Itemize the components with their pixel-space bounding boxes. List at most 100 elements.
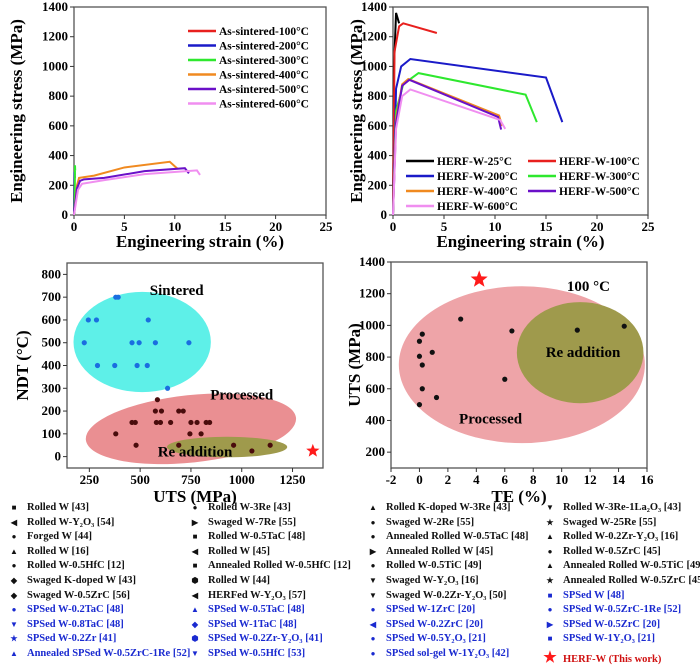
legend-label: HERF-W-500°C <box>559 186 640 198</box>
legend-entry: ▼ SPSed W-0.5HfC [53] <box>188 648 305 659</box>
legend-entry-label: Annealed Rolled W-0.5TaC [48] <box>386 531 529 543</box>
star-marker-herf-w <box>470 270 488 287</box>
region-label: Sintered <box>150 283 205 299</box>
legend-label: As-sintered-100°C <box>219 26 309 38</box>
legend-entry: ■ Annealed Rolled W-0.5HfC [12] <box>188 560 351 571</box>
legend-entry: ★ HERF-W (This work) <box>543 648 661 667</box>
legend-entry: ● SPSed W-0.5Y₂O₃ [21] <box>366 633 486 644</box>
y-tick-label: 700 <box>42 289 62 304</box>
legend-entry-label: Swaged W-7Re [55] <box>208 516 297 528</box>
x-tick-label: 20 <box>269 219 282 234</box>
legend-entry: ■ SPSed W [48] <box>543 589 625 601</box>
legend-marker-icon: ◀ <box>191 590 199 600</box>
legend-marker-icon: ● <box>11 532 17 542</box>
y-tick-label: 600 <box>366 381 386 396</box>
legend-entry-label: Rolled W [43] <box>27 502 90 513</box>
legend-label: As-sintered-500°C <box>219 84 309 96</box>
data-point <box>93 317 100 323</box>
legend-entry-label: Forged W [44] <box>27 531 92 543</box>
legend-marker-icon: ◆ <box>10 576 18 585</box>
legend-entry-label: HERF-W (This work) <box>563 654 662 665</box>
region-label: Re addition <box>546 345 621 361</box>
y-tick-label: 800 <box>49 88 69 103</box>
data-point <box>621 323 627 329</box>
data-point <box>81 340 87 346</box>
x-tick-label: 6 <box>502 472 509 487</box>
legend-entry-label: SPSed W [48] <box>563 589 625 601</box>
legend-entry-label: Rolled W-0.5ZrC [45] <box>563 545 661 557</box>
legend-entry-label: Annealed Rolled W-0.5HfC [12] <box>208 560 351 572</box>
legend-entry-label: Swaged K-doped W [43] <box>27 575 137 586</box>
legend-entry-label: SPSed W-0.5ZrC-1Re [52] <box>563 604 682 616</box>
legend-entry-label: SPSed sol-gel W-1Y₂O₃ [42] <box>386 648 510 659</box>
legend-entry-label: Rolled W-0.2Zr-Y₂O₃ [16] <box>563 531 679 543</box>
legend-marker-icon: ● <box>370 649 376 658</box>
legend-marker-icon: ▶ <box>546 619 554 629</box>
data-point <box>416 338 423 344</box>
legend-entry: ◆ Swaged W-0.5ZrC [56] <box>7 590 130 601</box>
legend-entry-label: Swaged W-2Re [55] <box>386 516 475 528</box>
legend-marker-icon: ● <box>370 634 376 644</box>
legend-marker-icon: ▲ <box>10 546 18 556</box>
legend-marker-icon: ● <box>11 605 17 615</box>
legend-entry: ■ Rolled W [43] <box>7 502 89 513</box>
x-tick-label: 15 <box>219 219 233 234</box>
legend-entry-label: Rolled W [44] <box>208 575 271 586</box>
legend-entry: ▲ Rolled K-doped W-3Re [43] <box>366 502 511 513</box>
legend-marker-icon: ★ <box>10 634 18 644</box>
x-tick-label: 4 <box>473 472 480 487</box>
region-label: Processed <box>210 388 274 404</box>
legend-marker-icon: ▲ <box>546 532 554 542</box>
legend-label: HERF-W-200°C <box>437 171 518 183</box>
data-point <box>207 419 213 426</box>
legend-marker-icon: ● <box>370 605 376 615</box>
legend-marker-icon: ◆ <box>191 619 199 629</box>
legend-entry: ▶ Annealed Rolled W [45] <box>366 546 493 557</box>
region-label: Processed <box>459 412 523 428</box>
data-point <box>134 362 140 369</box>
legend-marker-icon: ★ <box>546 517 554 527</box>
x-axis-label: Engineering strain (%) <box>436 232 604 251</box>
legend-entry-label: Rolled W-0.5HfC [12] <box>27 560 125 572</box>
legend-entry: ★ SPSed W-0.2Zr [41] <box>7 633 116 644</box>
y-tick-label: 1000 <box>359 317 385 332</box>
legend-entry: ▼ Swaged W-0.2Zr-Y₂O₃ [50] <box>366 590 507 601</box>
legend-marker-icon: ● <box>370 561 376 571</box>
legend-marker-icon: ▼ <box>546 503 554 512</box>
y-tick-label: 400 <box>49 148 69 163</box>
legend-entry: ▲ Annealed Rolled W-0.5TiC [49] <box>543 560 700 571</box>
legend-entry-label: Rolled K-doped W-3Re [43] <box>386 502 511 513</box>
legend-entry-label: SPSed W-0.5ZrC [20] <box>563 618 661 630</box>
y-tick-label: 200 <box>368 177 388 192</box>
data-point <box>144 362 150 369</box>
data-point <box>176 442 182 448</box>
legend-entry-label: Swaged W-Y₂O₃ [16] <box>386 575 479 586</box>
legend-entry: ⬢ Rolled W [44] <box>188 575 271 586</box>
data-point <box>85 317 91 323</box>
legend-entry: ● Rolled W-3Re [43] <box>188 502 291 513</box>
legend-marker-icon: ▲ <box>191 605 199 615</box>
legend-marker-icon: ▲ <box>369 503 377 512</box>
data-point <box>129 340 135 346</box>
legend-entry-label: SPSed W-0.5TaC [48] <box>208 604 305 616</box>
legend-entry: ● SPSed W-0.5ZrC-1Re [52] <box>543 604 682 616</box>
y-axis-label: Engineering stress (MPa) <box>347 19 366 203</box>
legend-entry-label: Annealed Rolled W-0.5ZrC [45] <box>563 575 700 586</box>
data-point <box>154 397 161 403</box>
legend-label: As-sintered-200°C <box>219 41 309 53</box>
data-point <box>574 327 580 333</box>
legend-entry: ★ Swaged W-25Re [55] <box>543 517 656 528</box>
legend-label: As-sintered-300°C <box>219 55 309 67</box>
legend-entry: ▶ Swaged W-7Re [55] <box>188 517 296 528</box>
data-point <box>194 419 200 426</box>
legend-entry: ◆ Swaged K-doped W [43] <box>7 575 136 586</box>
legend-marker-icon: ■ <box>192 561 198 571</box>
data-point <box>133 442 139 448</box>
legend-entry-label: Rolled W-0.5TaC [48] <box>208 531 306 543</box>
plot-frame <box>73 6 327 216</box>
legend-marker-icon: ▼ <box>191 649 199 658</box>
legend-marker-icon: ▼ <box>369 576 377 585</box>
star-marker-herf-w <box>306 443 320 457</box>
legend-marker-icon: ▼ <box>369 590 377 600</box>
series-line <box>392 88 507 216</box>
